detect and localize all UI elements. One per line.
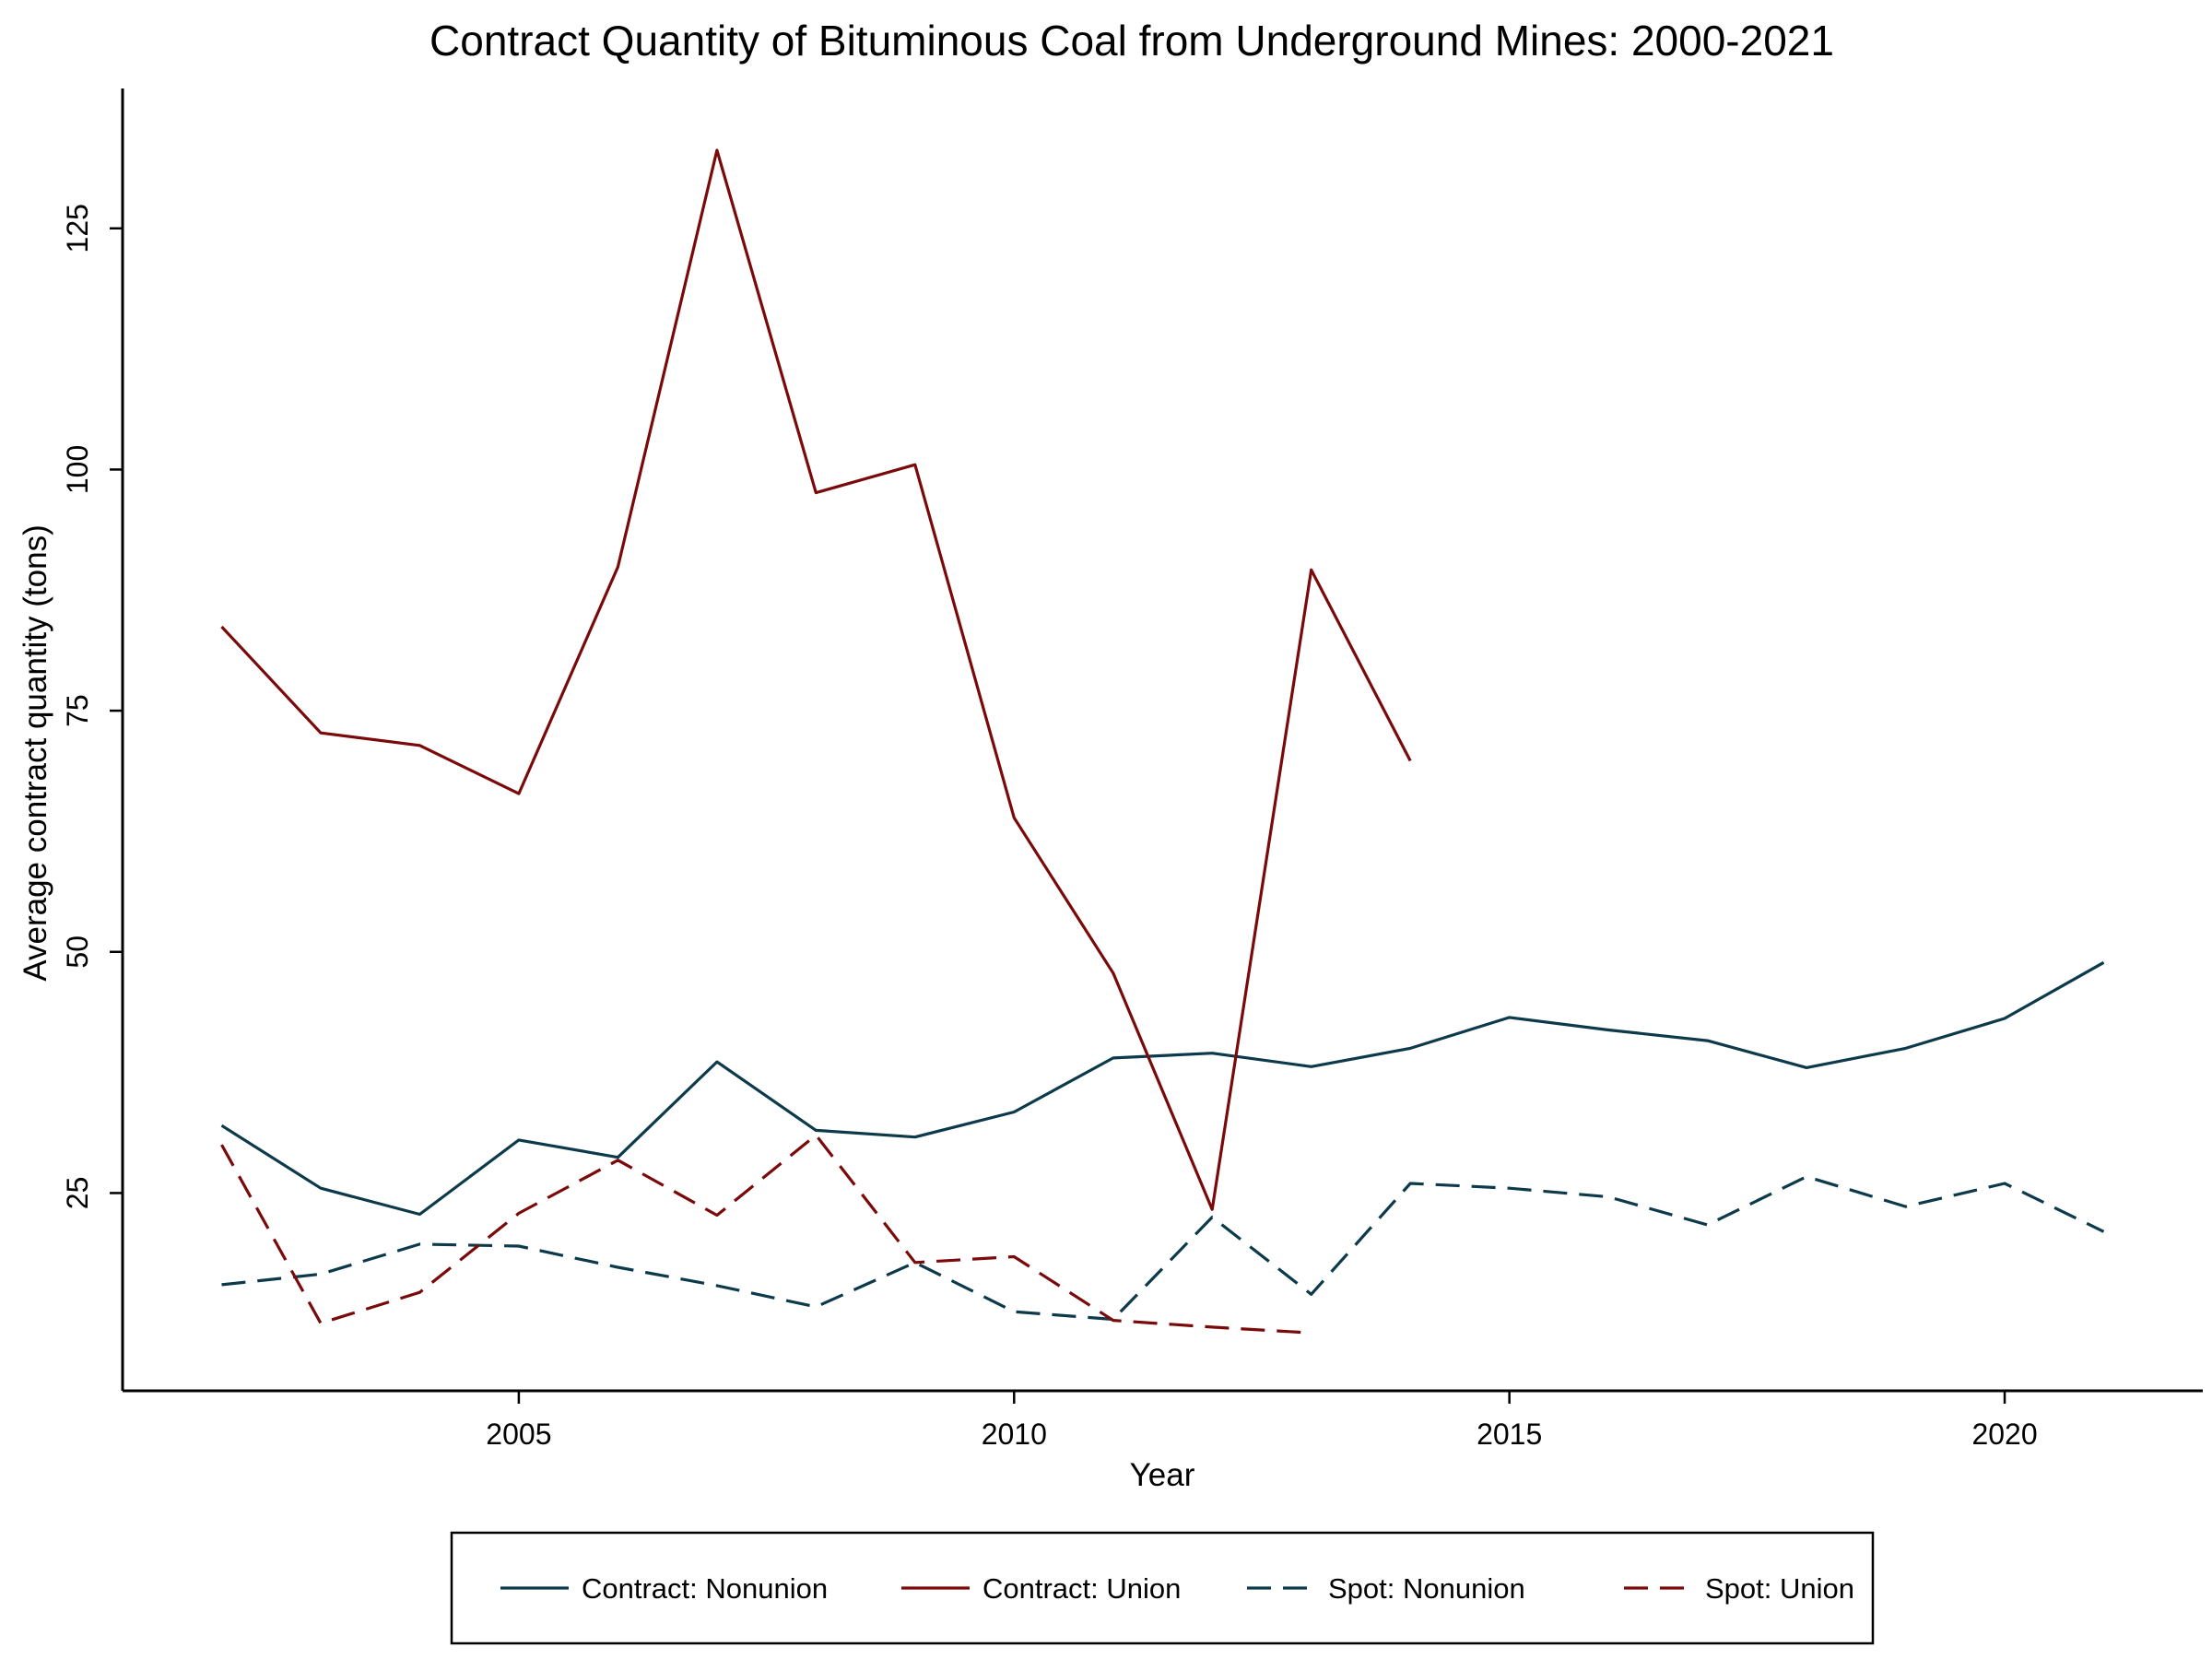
y-tick-label: 125: [61, 204, 94, 253]
series-line-spot-nonunion: [221, 1174, 2105, 1322]
series-line-spot-union: [220, 1133, 1312, 1335]
legend-label: Spot: Union: [1705, 1572, 1854, 1605]
y-tick-label: 50: [61, 935, 94, 969]
y-tick-label: 100: [61, 445, 94, 494]
y-tick-label: 75: [61, 694, 94, 727]
y-tick-label: 25: [61, 1177, 94, 1210]
chart-title: Contract Quantity of Bituminous Coal fro…: [429, 17, 1834, 65]
legend-label: Contract: Union: [982, 1572, 1181, 1605]
legend: Contract: Nonunion Contract: Union Spot: N…: [450, 1531, 1875, 1645]
x-ticks: 2005 2010 2015 2020: [486, 1391, 2038, 1451]
x-axis-title: Year: [1130, 1457, 1195, 1493]
x-tick-label: 2020: [1971, 1418, 2037, 1451]
series-lines: [220, 148, 2105, 1335]
series-line-contract-nonunion: [220, 960, 2105, 1217]
x-tick-label: 2015: [1477, 1418, 1542, 1451]
series-line-contract-union: [220, 148, 1412, 1211]
y-ticks: 25 50 75 100 125: [61, 204, 123, 1209]
x-tick-label: 2005: [486, 1418, 551, 1451]
x-tick-label: 2010: [982, 1418, 1047, 1451]
y-axis-title: Average contract quantity (tons): [18, 524, 53, 981]
legend-label: Contract: Nonunion: [582, 1572, 828, 1605]
legend-items: Contract: Nonunion Contract: Union Spot: N…: [500, 1572, 1854, 1605]
legend-label: Spot: Nonunion: [1328, 1572, 1525, 1605]
plot-area: 2005 2010 2015 2020 25 50 75 100 125: [61, 88, 2203, 1451]
